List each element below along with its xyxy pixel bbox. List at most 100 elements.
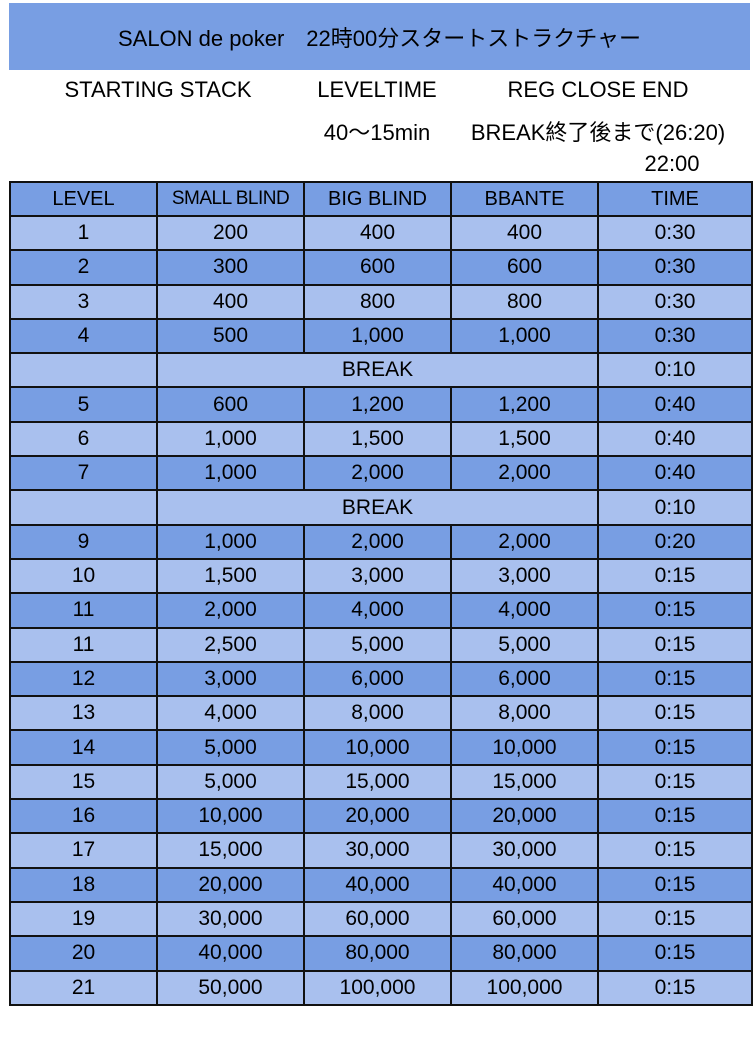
bbante-cell: 6,000 <box>450 660 599 698</box>
table-row: 18 20,000 40,000 40,000 0:15 <box>9 866 753 903</box>
bbante-cell: 30,000 <box>450 832 599 869</box>
time-cell: 0:15 <box>597 660 753 698</box>
time-cell: 0:15 <box>597 900 753 938</box>
header-level: LEVEL <box>9 181 158 217</box>
big-blind-cell: 4,000 <box>303 592 452 629</box>
small-blind-cell: 10,000 <box>156 798 305 835</box>
table-row: 16 10,000 20,000 20,000 0:15 <box>9 798 753 835</box>
break-row: BREAK 0:10 <box>9 352 753 389</box>
time-cell: 0:30 <box>597 283 753 320</box>
table-row: 6 1,000 1,500 1,500 0:40 <box>9 420 753 458</box>
level-cell: 14 <box>9 729 158 766</box>
big-blind-cell: 100,000 <box>303 969 452 1006</box>
time-cell: 0:15 <box>597 935 753 972</box>
header-bbante: BBANTE <box>450 181 599 217</box>
bbante-cell: 600 <box>450 249 599 286</box>
big-blind-cell: 2,000 <box>303 523 452 560</box>
bbante-cell: 1,200 <box>450 386 599 423</box>
small-blind-cell: 40,000 <box>156 935 305 972</box>
level-cell: 15 <box>9 763 158 801</box>
break-row: BREAK 0:10 <box>9 489 753 526</box>
small-blind-cell: 50,000 <box>156 969 305 1006</box>
page-title: SALON de poker 22時00分スタートストラクチャー <box>9 3 750 70</box>
table-header-row: LEVEL SMALL BLIND BIG BLIND BBANTE TIME <box>9 181 753 217</box>
table-row: 4 500 1,000 1,000 0:30 <box>9 317 753 355</box>
time-cell: 0:15 <box>597 763 753 801</box>
time-cell: 0:30 <box>597 317 753 355</box>
time-cell: 0:15 <box>597 557 753 595</box>
level-cell: 16 <box>9 798 158 835</box>
bbante-cell: 4,000 <box>450 592 599 629</box>
small-blind-cell: 1,000 <box>156 455 305 492</box>
bbante-cell: 10,000 <box>450 729 599 766</box>
level-cell: 12 <box>9 660 158 698</box>
small-blind-cell: 1,500 <box>156 557 305 595</box>
reg-close-label: REG CLOSE END <box>507 77 689 102</box>
level-cell: 5 <box>9 386 158 423</box>
table-row: 11 2,000 4,000 4,000 0:15 <box>9 592 753 629</box>
level-cell: 19 <box>9 900 158 938</box>
time-cell: 0:15 <box>597 832 753 869</box>
big-blind-cell: 3,000 <box>303 557 452 595</box>
header-small-blind: SMALL BLIND <box>156 181 305 217</box>
time-cell: 0:30 <box>597 214 753 252</box>
leveltime-label: LEVELTIME <box>317 77 437 102</box>
big-blind-cell: 600 <box>303 249 452 286</box>
big-blind-cell: 15,000 <box>303 763 452 801</box>
big-blind-cell: 800 <box>303 283 452 320</box>
level-cell: 9 <box>9 523 158 560</box>
level-cell: 6 <box>9 420 158 458</box>
bbante-cell: 1,000 <box>450 317 599 355</box>
table-row: 1 200 400 400 0:30 <box>9 214 753 252</box>
level-cell: 3 <box>9 283 158 320</box>
level-cell: 2 <box>9 249 158 286</box>
bbante-cell: 1,500 <box>450 420 599 458</box>
bbante-cell: 80,000 <box>450 935 599 972</box>
big-blind-cell: 30,000 <box>303 832 452 869</box>
table-row: 11 2,500 5,000 5,000 0:15 <box>9 626 753 663</box>
bbante-cell: 8,000 <box>450 695 599 732</box>
big-blind-cell: 1,000 <box>303 317 452 355</box>
level-cell: 20 <box>9 935 158 972</box>
table-row: 9 1,000 2,000 2,000 0:20 <box>9 523 753 560</box>
level-cell: 11 <box>9 626 158 663</box>
starting-stack-label: STARTING STACK <box>64 77 252 102</box>
time-cell: 0:20 <box>597 523 753 560</box>
time-cell: 0:10 <box>597 489 753 526</box>
small-blind-cell: 3,000 <box>156 660 305 698</box>
small-blind-cell: 5,000 <box>156 729 305 766</box>
time-cell: 0:15 <box>597 866 753 903</box>
level-cell: 7 <box>9 455 158 492</box>
table-row: 12 3,000 6,000 6,000 0:15 <box>9 660 753 698</box>
table-row: 20 40,000 80,000 80,000 0:15 <box>9 935 753 972</box>
bbante-cell: 40,000 <box>450 866 599 903</box>
time-cell: 0:10 <box>597 352 753 389</box>
time-cell: 0:15 <box>597 592 753 629</box>
small-blind-cell: 500 <box>156 317 305 355</box>
bbante-cell: 15,000 <box>450 763 599 801</box>
time-cell: 0:40 <box>597 420 753 458</box>
bbante-cell: 100,000 <box>450 969 599 1006</box>
big-blind-cell: 40,000 <box>303 866 452 903</box>
bbante-cell: 2,000 <box>450 523 599 560</box>
small-blind-cell: 400 <box>156 283 305 320</box>
big-blind-cell: 60,000 <box>303 900 452 938</box>
big-blind-cell: 80,000 <box>303 935 452 972</box>
small-blind-cell: 600 <box>156 386 305 423</box>
table-row: 2 300 600 600 0:30 <box>9 249 753 286</box>
big-blind-cell: 1,500 <box>303 420 452 458</box>
level-cell: 13 <box>9 695 158 732</box>
start-time: 22:00 <box>644 151 700 176</box>
small-blind-cell: 300 <box>156 249 305 286</box>
bbante-cell: 60,000 <box>450 900 599 938</box>
level-cell: 18 <box>9 866 158 903</box>
big-blind-cell: 6,000 <box>303 660 452 698</box>
bbante-cell: 5,000 <box>450 626 599 663</box>
bbante-cell: 3,000 <box>450 557 599 595</box>
small-blind-cell: 15,000 <box>156 832 305 869</box>
big-blind-cell: 1,200 <box>303 386 452 423</box>
small-blind-cell: 20,000 <box>156 866 305 903</box>
time-cell: 0:30 <box>597 249 753 286</box>
break-label: BREAK <box>156 489 599 526</box>
bbante-cell: 2,000 <box>450 455 599 492</box>
